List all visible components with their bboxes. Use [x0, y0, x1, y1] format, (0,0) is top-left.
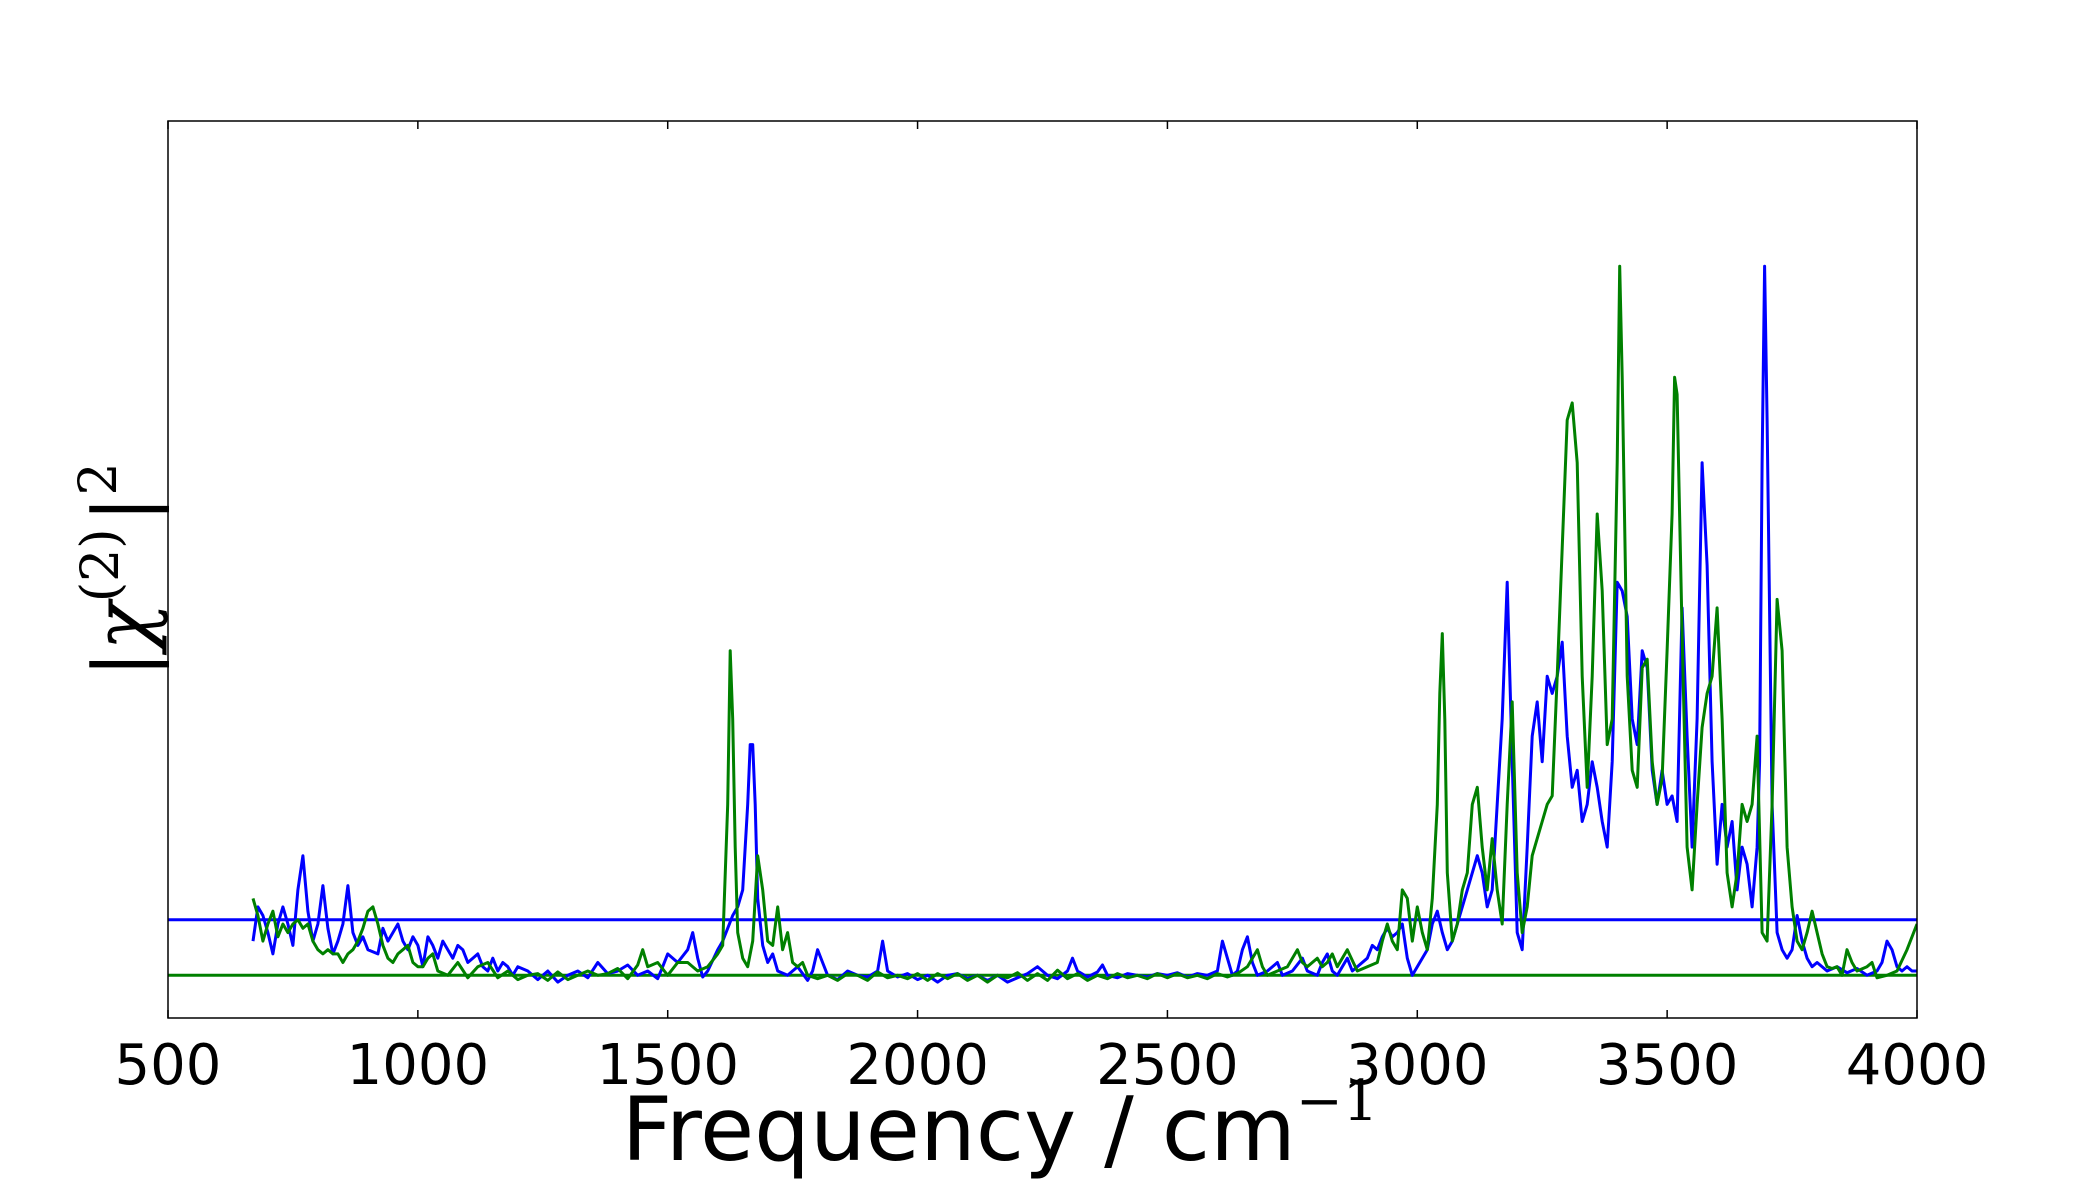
y-axis-label-order: (2) [71, 528, 131, 602]
x-tick-label: 3500 [1596, 1033, 1739, 1098]
x-tick-label: 2500 [1096, 1033, 1239, 1098]
y-axis-label-power: 2 [69, 462, 129, 495]
x-axis-label: Frequency / cm−1 [622, 1069, 1379, 1181]
green-series-line [251, 264, 1917, 984]
blue-series-line [251, 264, 1917, 984]
y-axis-label-bar-left: | [76, 651, 169, 678]
x-axis-ticks: 500 1000 1500 2000 2500 3000 3500 4000 [115, 121, 1989, 1098]
plot-area [168, 264, 1917, 984]
y-axis-label-bar-right: | [76, 496, 169, 523]
x-axis-label-exponent: −1 [1296, 1069, 1379, 1134]
x-tick-label: 500 [115, 1033, 222, 1098]
x-tick-label: 3000 [1346, 1033, 1489, 1098]
x-tick-label: 4000 [1846, 1033, 1989, 1098]
y-axis-label-chi: χ [76, 598, 169, 656]
x-tick-label: 2000 [846, 1033, 989, 1098]
x-axis-label-text: Frequency / cm [622, 1078, 1296, 1181]
y-axis-label: |χ(2)|2 [69, 462, 169, 677]
svg-text:|χ(2)|2: |χ(2)|2 [69, 462, 169, 677]
x-tick-label: 1000 [347, 1033, 490, 1098]
plot-frame [167, 120, 1918, 1019]
x-tick-label: 1500 [596, 1033, 739, 1098]
